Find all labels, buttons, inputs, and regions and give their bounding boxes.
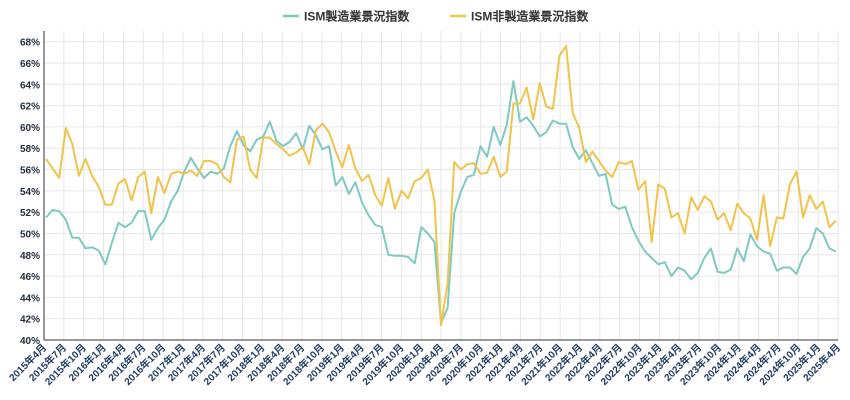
y-tick-label: 50% (20, 229, 40, 240)
y-tick-label: 58% (20, 144, 40, 155)
y-tick-label: 40% (20, 336, 40, 347)
y-tick-label: 62% (20, 102, 40, 113)
x-axis-ticks: 2015年4月2015年7月2015年10月2016年1月2016年4月2016… (6, 341, 843, 388)
legend: ISM製造業景況指数 ISM非製造業景況指数 (283, 9, 589, 24)
axes (43, 31, 838, 341)
y-axis-ticks: 40% 42% 44% 46% 48% 50% 52% 54% 56% 58% 60% 62% 64% 6… (20, 38, 40, 347)
series-line-2 (45, 44, 837, 327)
y-tick-label: 60% (20, 123, 40, 134)
y-tick-label: 44% (20, 293, 40, 304)
y-tick-label: 56% (20, 166, 40, 177)
legend-label: ISM製造業景況指数 (304, 9, 410, 24)
grid-lines (43, 31, 839, 341)
y-tick-label: 42% (20, 315, 40, 326)
series-layer (45, 44, 837, 327)
y-tick-label: 54% (20, 187, 40, 198)
legend-label: ISM非製造業景況指数 (471, 9, 589, 24)
y-tick-label: 52% (20, 208, 40, 219)
y-tick-label: 48% (20, 251, 40, 262)
y-tick-label: 46% (20, 272, 40, 283)
y-tick-label: 66% (20, 59, 40, 70)
legend-item-2[interactable]: ISM非製造業景況指数 (450, 9, 589, 24)
legend-item-1[interactable]: ISM製造業景況指数 (283, 9, 410, 24)
y-tick-label: 64% (20, 80, 40, 91)
y-tick-label: 68% (20, 38, 40, 49)
